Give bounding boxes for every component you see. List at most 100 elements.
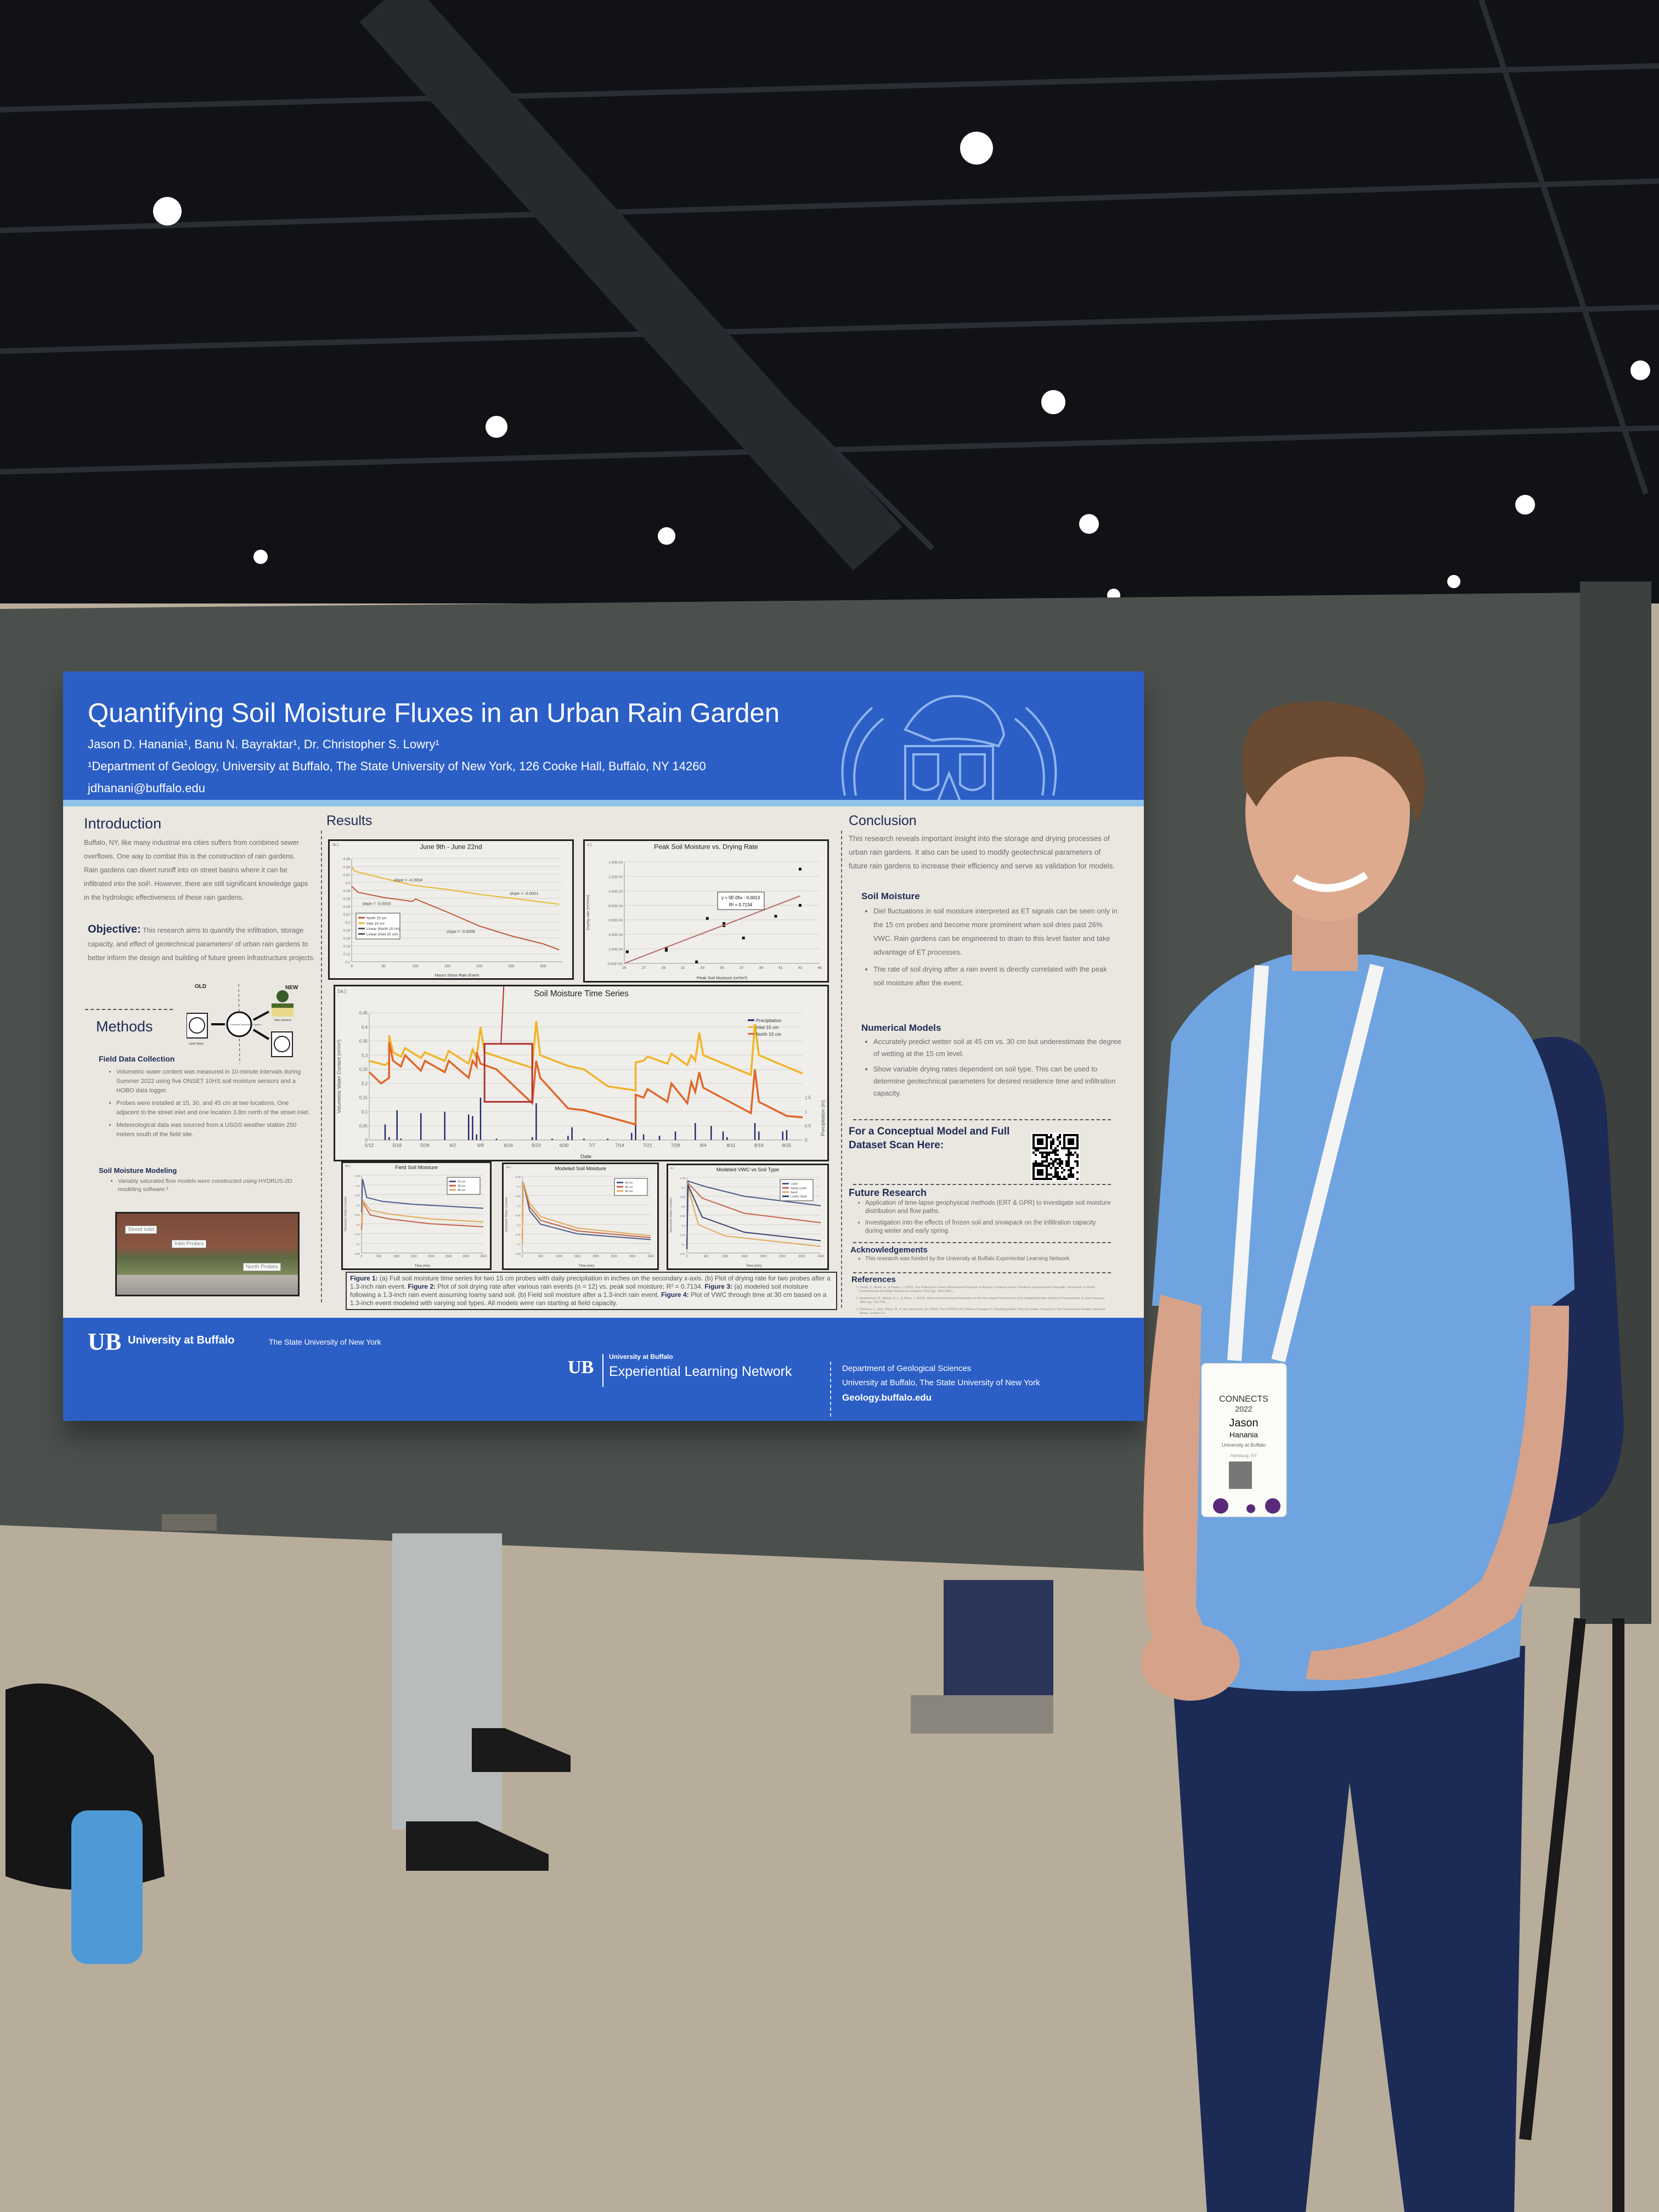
qr-module xyxy=(1068,1160,1070,1163)
field-bullet: Volumetric water content was measured in… xyxy=(116,1068,313,1096)
y-tick-label: 0.25 xyxy=(354,1214,360,1217)
qr-module xyxy=(1054,1169,1057,1171)
qr-module xyxy=(1052,1160,1054,1163)
precipitation-bar xyxy=(551,1138,553,1140)
x-tick-label: 2500 xyxy=(779,1255,786,1259)
panel-label: 1b.) xyxy=(332,843,338,847)
chart-fig1b: June 9th - June 22nd 1b.) 0.1 0.12 0.14 0.16 0… xyxy=(328,839,574,980)
sewer-system-icon xyxy=(226,1011,252,1037)
qr-module xyxy=(1048,1165,1050,1167)
column-divider xyxy=(321,831,322,1302)
ub-name: University at Buffalo xyxy=(128,1334,235,1346)
qr-module xyxy=(1046,1134,1048,1136)
scatter-point xyxy=(742,936,745,940)
x-tick-label: 37 xyxy=(740,966,744,970)
references-list: Jowdy, C., Rowe, A., & Parker, J. (2010)… xyxy=(853,1286,1111,1319)
qr-module xyxy=(1046,1160,1048,1163)
qr-module xyxy=(1046,1165,1048,1167)
qr-module xyxy=(1046,1138,1048,1141)
qr-module xyxy=(1054,1147,1057,1149)
objective-label: Objective: xyxy=(88,923,141,935)
x-tick-label: 8/18 xyxy=(754,1142,764,1148)
panel-label: 2.) xyxy=(587,842,591,847)
y-tick-label: 0.4 xyxy=(362,1025,368,1030)
dept-website[interactable]: Geology.buffalo.edu xyxy=(842,1392,932,1403)
slope-annotation: slope = -0.0004 xyxy=(394,877,422,882)
qr-module xyxy=(1052,1149,1054,1152)
qr-module xyxy=(1046,1145,1048,1147)
x-tick-label: 500 xyxy=(703,1255,708,1259)
precipitation-bar xyxy=(782,1131,783,1140)
qr-module xyxy=(1046,1136,1048,1138)
qr-module xyxy=(1041,1173,1043,1176)
qr-module xyxy=(1068,1152,1070,1154)
x-tick-label: 3500 xyxy=(647,1255,654,1259)
qr-module xyxy=(1050,1147,1052,1149)
logo-divider xyxy=(602,1354,603,1387)
x-tick-label: 1000 xyxy=(722,1255,729,1259)
models-bullet: Accurately predict wetter soil at 45 cm … xyxy=(873,1036,1122,1060)
y-tick-label: 0.24 xyxy=(343,905,351,909)
qr-module xyxy=(1054,1176,1057,1178)
qr-module xyxy=(1041,1178,1043,1180)
eln-name: Experiential Learning Network xyxy=(609,1364,792,1379)
qr-module xyxy=(1039,1178,1041,1180)
qr-module xyxy=(1032,1141,1035,1143)
precipitation-bar xyxy=(444,1111,445,1140)
scatter-point xyxy=(665,949,668,952)
y-tick-label: 0.1 xyxy=(362,1109,368,1114)
x-tick-label: 3500 xyxy=(480,1255,487,1259)
y-tick-label: 0.45 xyxy=(359,1011,368,1015)
poster-affiliation: ¹Department of Geology, University at Bu… xyxy=(88,759,706,773)
precipitation-bar xyxy=(400,1138,402,1140)
x-tick-label: 25 xyxy=(622,966,627,970)
x-tick-label: 3000 xyxy=(462,1255,469,1259)
qr-module xyxy=(1065,1160,1068,1163)
y-tick-label: 0.3 xyxy=(681,1205,685,1209)
callout-line xyxy=(500,986,505,1044)
qr-module xyxy=(1050,1152,1052,1154)
hands xyxy=(1141,1624,1240,1701)
catch-basin-icon xyxy=(187,1013,208,1039)
x-tick-label: 2500 xyxy=(611,1255,617,1259)
y-tick-label: 0.1 xyxy=(345,961,350,964)
y-tick-label: 8.00E-04 xyxy=(608,904,623,908)
series-line-inlet-15-cm xyxy=(351,866,560,905)
badge-city: Hamburg, NY xyxy=(1231,1453,1257,1458)
qr-module xyxy=(1072,1134,1074,1136)
qr-module xyxy=(1050,1163,1052,1165)
objective-paragraph: Objective: This research aims to quantif… xyxy=(88,923,315,965)
qr-module xyxy=(1043,1156,1046,1158)
qr-code[interactable] xyxy=(1031,1133,1080,1181)
introduction-text: Buffalo, NY, like many industrial era ci… xyxy=(84,839,308,901)
y-tick-label: 0 xyxy=(365,1138,368,1143)
objective-text: This research aims to quantify the infil… xyxy=(88,927,315,962)
precipitation-bar xyxy=(642,1134,645,1140)
slope-annotation: slope = -0.0006 xyxy=(447,929,475,934)
y-tick-label: 0.3 xyxy=(356,1204,360,1207)
y-tick-label: 0.3 xyxy=(345,881,350,885)
y2-tick-label: 1.5 xyxy=(805,1096,811,1101)
qr-module xyxy=(1037,1165,1039,1167)
qr-module xyxy=(1072,1147,1074,1149)
qr-module xyxy=(1068,1149,1070,1152)
qr-module xyxy=(1065,1178,1068,1180)
acknowledgements-heading: Acknowledgements xyxy=(850,1245,928,1255)
section-divider xyxy=(85,1009,173,1010)
qr-module xyxy=(1068,1165,1070,1167)
x-tick-label: 0 xyxy=(522,1255,523,1259)
qr-module xyxy=(1059,1158,1061,1160)
qr-module xyxy=(1043,1152,1046,1154)
figure-caption: Figure 1: (a) Full soil moisture time se… xyxy=(346,1272,837,1310)
precipitation-bar xyxy=(531,1137,533,1140)
qr-module xyxy=(1061,1171,1063,1173)
chart-title: June 9th - June 22nd xyxy=(420,843,482,850)
y-tick-label: 0.05 xyxy=(680,1252,685,1256)
y-tick-label: 0.35 xyxy=(359,1039,368,1044)
qr-module xyxy=(1046,1152,1048,1154)
legend-entry: 30 cm xyxy=(625,1186,633,1189)
trendline-label-box xyxy=(717,891,765,910)
qr-module xyxy=(1070,1167,1072,1169)
qr-module xyxy=(1032,1176,1035,1178)
qr-module xyxy=(1041,1152,1043,1154)
